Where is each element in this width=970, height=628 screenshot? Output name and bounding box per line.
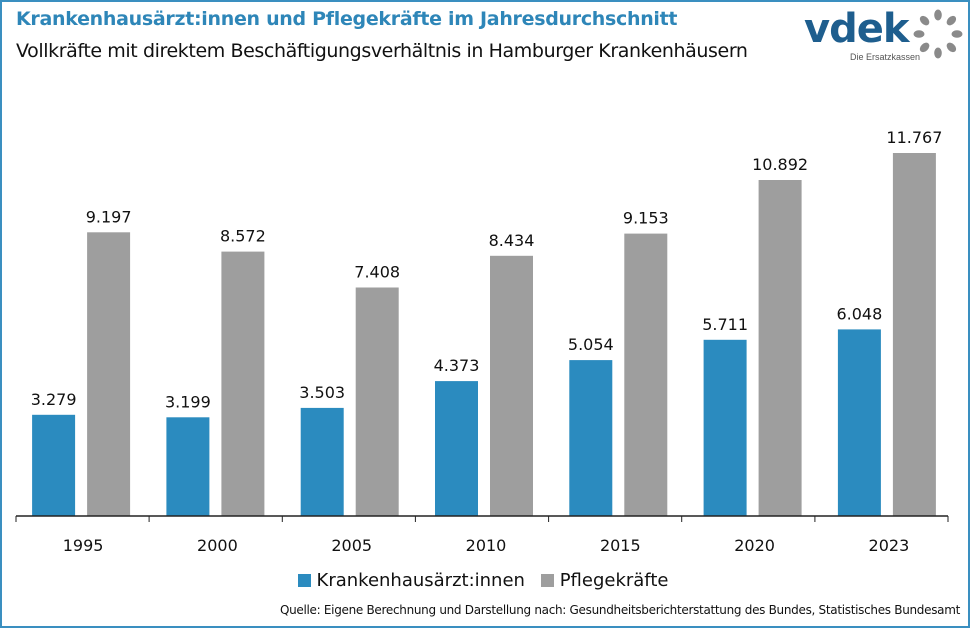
bar-aerzte [300, 407, 344, 516]
x-tick-label: 2020 [734, 536, 775, 555]
x-tick-label: 1995 [63, 536, 104, 555]
bar-aerzte [166, 417, 210, 516]
bar-value-label: 10.892 [752, 155, 808, 174]
logo-wordmark: vdek [804, 6, 909, 52]
bar-value-label: 6.048 [836, 304, 882, 323]
bar-pflege [355, 287, 399, 516]
bar-aerzte [435, 381, 478, 516]
bar-value-label: 8.572 [220, 227, 266, 246]
bar-aerzte [703, 339, 747, 516]
x-tick-label: 2005 [331, 536, 372, 555]
logo-ring-dot [913, 30, 925, 38]
logo-ring-dot [934, 9, 942, 21]
bar-value-label: 9.153 [623, 209, 669, 228]
logo-ring-dot [951, 30, 963, 38]
legend-item-pflege: Pflegekräfte [540, 570, 669, 591]
legend-label-pflege: Pflegekräfte [559, 570, 669, 591]
legend-label-aerzte: Krankenhausärzt:innen [316, 570, 525, 591]
logo-ring-dot [919, 15, 930, 26]
x-tick-label: 2010 [466, 536, 507, 555]
legend-item-aerzte: Krankenhausärzt:innen [297, 570, 525, 591]
logo-tagline: Die Ersatzkassen [850, 52, 921, 62]
bar-pflege [490, 255, 533, 517]
bar-value-label: 4.373 [434, 356, 480, 375]
bar-value-label: 9.197 [86, 207, 132, 226]
chart-subtitle: Vollkräfte mit direktem Beschäftigungsve… [16, 40, 748, 62]
logo-ring-icon [913, 9, 963, 59]
bar-aerzte [569, 360, 613, 516]
vdek-logo: vdek Die Ersatzkassen [800, 6, 965, 66]
bar-aerzte [32, 414, 76, 516]
bar-pflege [758, 180, 802, 516]
x-tick-label: 2000 [197, 536, 238, 555]
bar-value-label: 11.767 [886, 128, 942, 147]
x-tick-label: 2015 [600, 536, 641, 555]
bar-value-label: 7.408 [354, 263, 400, 282]
bar-pflege [892, 153, 936, 516]
bar-value-label: 3.279 [31, 390, 77, 409]
bar-aerzte [837, 329, 881, 516]
logo-ring-dot [934, 47, 942, 59]
bar-value-label: 5.054 [568, 335, 614, 354]
bar-pflege [87, 232, 131, 517]
x-tick-label: 2023 [869, 536, 910, 555]
bar-pflege [221, 251, 265, 516]
bar-value-label: 8.434 [489, 231, 535, 250]
bar-pflege [624, 233, 668, 516]
chart-title: Krankenhausärzt:innen und Pflegekräfte i… [16, 8, 678, 30]
legend-swatch-blue [297, 574, 311, 587]
bar-value-label: 5.711 [702, 315, 748, 334]
logo-ring-dot [946, 15, 957, 26]
legend-swatch-gray [540, 574, 554, 587]
logo-ring-dot [946, 42, 957, 53]
bar-value-label: 3.199 [165, 392, 211, 411]
source-note: Quelle: Eigene Berechnung und Darstellun… [279, 603, 960, 617]
logo-ring-dot [919, 42, 930, 53]
chart-legend: Krankenhausärzt:innen Pflegekräfte [0, 570, 966, 592]
bar-value-label: 3.503 [299, 383, 345, 402]
